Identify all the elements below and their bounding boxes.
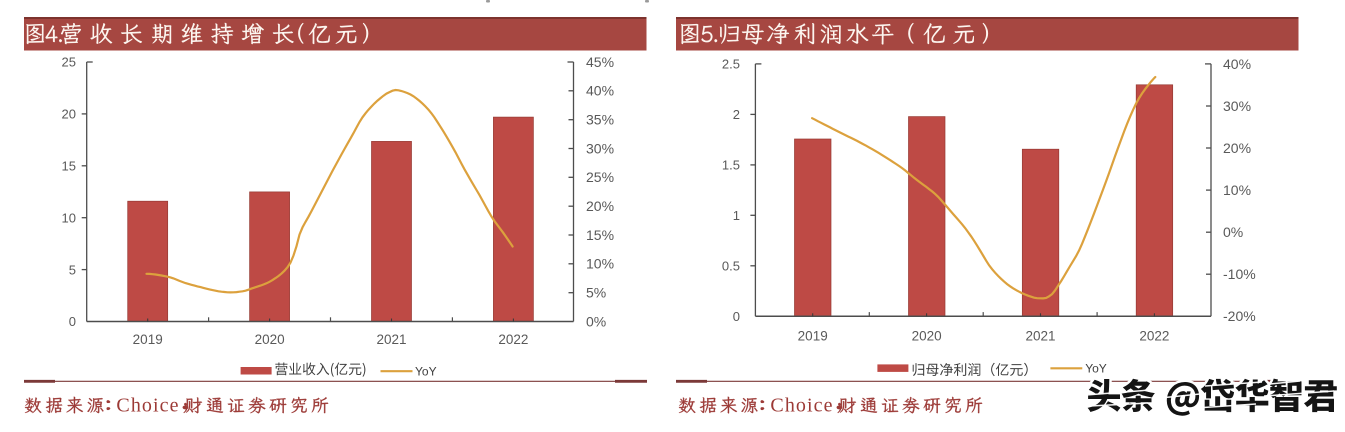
svg-text:2.5: 2.5 xyxy=(722,57,740,72)
svg-text:15: 15 xyxy=(62,159,76,174)
svg-text:30%: 30% xyxy=(586,140,614,156)
svg-text:0%: 0% xyxy=(586,313,606,329)
svg-text:2021: 2021 xyxy=(1025,328,1055,343)
svg-text:30%: 30% xyxy=(1223,98,1251,114)
svg-text:20%: 20% xyxy=(1223,140,1251,156)
svg-text:0: 0 xyxy=(733,309,740,324)
svg-text:25: 25 xyxy=(62,55,76,70)
svg-text:0: 0 xyxy=(69,314,76,329)
svg-text:2020: 2020 xyxy=(912,328,942,343)
svg-text:40%: 40% xyxy=(1223,56,1251,72)
svg-text:0%: 0% xyxy=(1223,224,1243,240)
svg-text:2019: 2019 xyxy=(133,332,163,347)
svg-text:-20%: -20% xyxy=(1223,308,1256,324)
svg-text:20%: 20% xyxy=(586,198,614,214)
svg-text:45%: 45% xyxy=(586,54,614,70)
svg-text:2020: 2020 xyxy=(255,332,285,347)
svg-text:1.5: 1.5 xyxy=(722,158,740,173)
svg-text:5%: 5% xyxy=(586,285,606,301)
svg-text:2: 2 xyxy=(733,107,740,122)
svg-text:2019: 2019 xyxy=(798,328,828,343)
svg-text:10%: 10% xyxy=(586,256,614,272)
svg-text:10%: 10% xyxy=(1223,182,1251,198)
svg-text:2021: 2021 xyxy=(376,332,406,347)
svg-text:10: 10 xyxy=(62,210,76,225)
svg-text:35%: 35% xyxy=(586,112,614,128)
svg-text:-10%: -10% xyxy=(1223,266,1256,282)
svg-text:40%: 40% xyxy=(586,83,614,99)
svg-text:20: 20 xyxy=(62,107,76,122)
svg-text:YoY: YoY xyxy=(1085,361,1107,375)
svg-text:2022: 2022 xyxy=(498,332,528,347)
svg-text:5: 5 xyxy=(69,262,76,277)
svg-text:0.5: 0.5 xyxy=(722,259,740,274)
svg-text:Choice: Choice xyxy=(116,395,179,417)
svg-text:1: 1 xyxy=(733,208,740,223)
svg-text:2022: 2022 xyxy=(1139,328,1169,343)
svg-text:YoY: YoY xyxy=(415,364,437,378)
svg-text:25%: 25% xyxy=(586,169,614,185)
svg-text:Choice: Choice xyxy=(770,395,833,417)
svg-text:15%: 15% xyxy=(586,227,614,243)
